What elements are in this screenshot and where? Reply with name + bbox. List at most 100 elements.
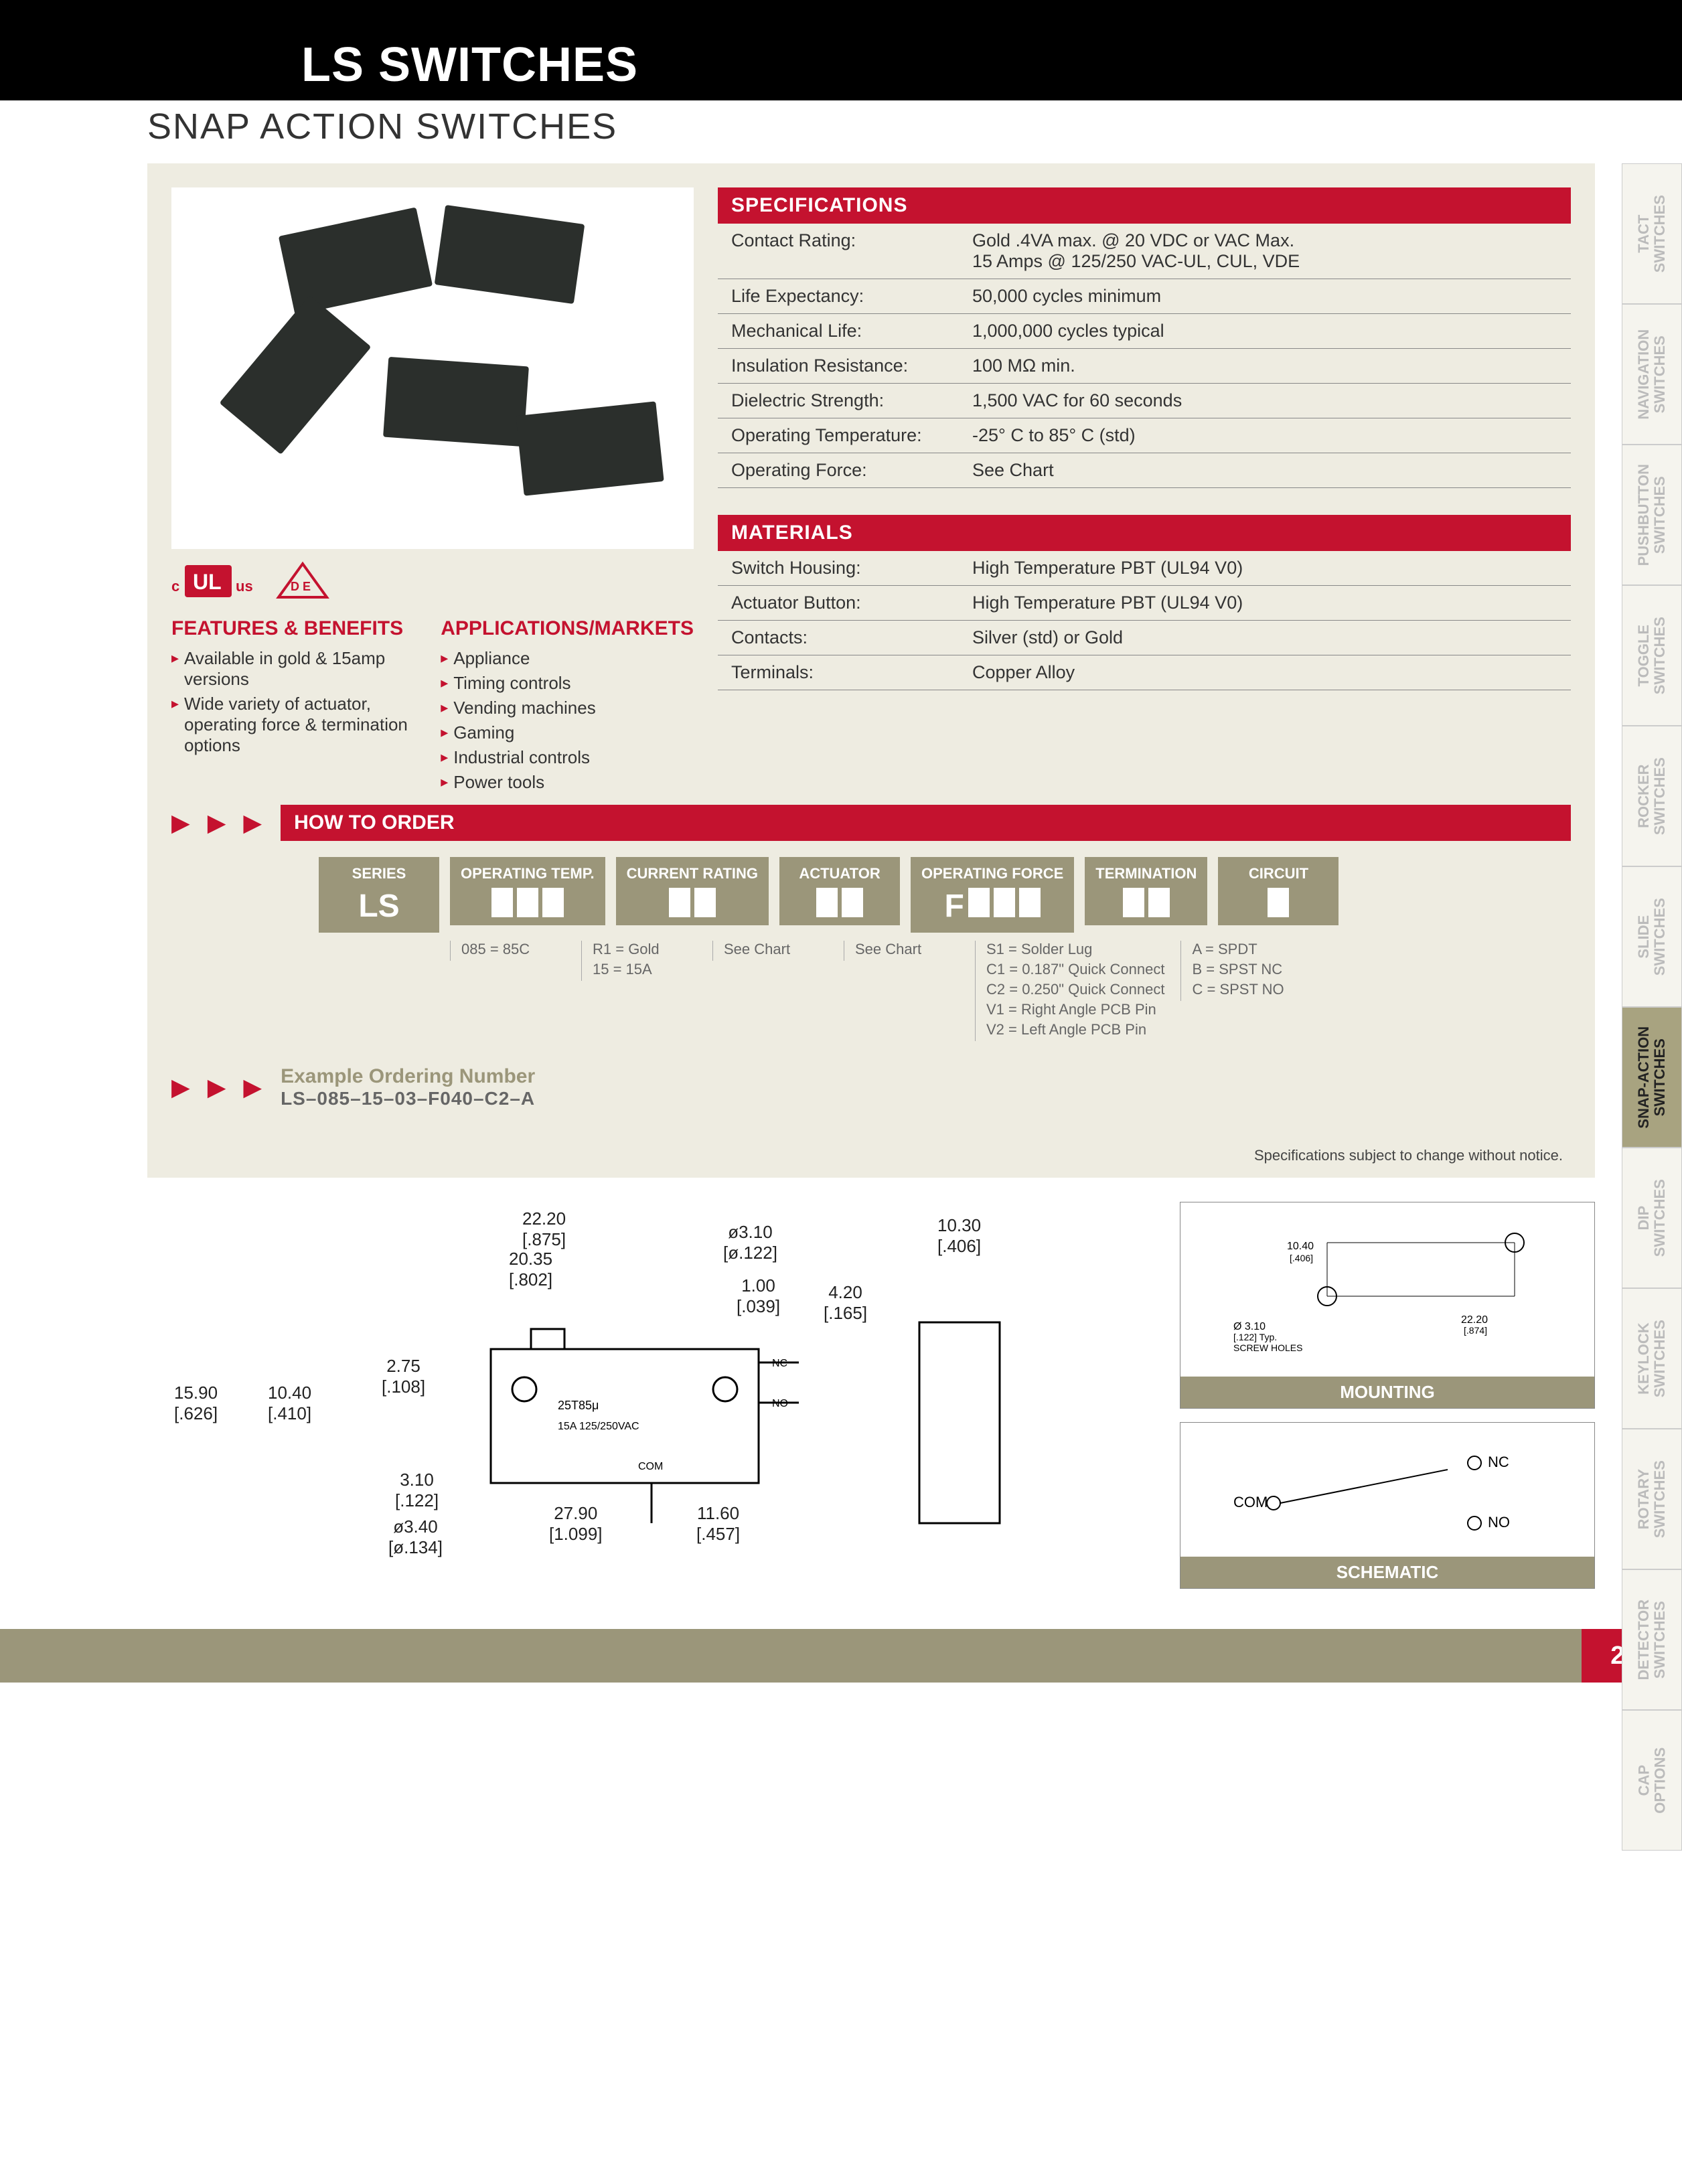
disclaimer: Specifications subject to change without… xyxy=(147,1134,1595,1178)
svg-text:15A 125/250VAC: 15A 125/250VAC xyxy=(558,1421,639,1432)
application-item: Appliance xyxy=(441,648,694,669)
hto-title-bar: ▶ ▶ ▶ HOW TO ORDER xyxy=(171,805,1571,841)
right-column: SPECIFICATIONS Contact Rating:Gold .4VA … xyxy=(718,187,1571,797)
side-tab[interactable]: PUSHBUTTONSWITCHES xyxy=(1622,445,1682,585)
footer-left xyxy=(0,1629,1582,1683)
mounting-svg: 10.40 [.406] Ø 3.10 [.122] Typ. SCREW HO… xyxy=(1193,1209,1582,1370)
application-item: Industrial controls xyxy=(441,747,694,768)
subtitle-row: SNAP ACTION SWITCHES xyxy=(0,106,1682,147)
example-label: Example Ordering Number xyxy=(281,1065,535,1088)
order-legend: R1 = Gold15 = 15A xyxy=(581,941,702,981)
ul-icon: c UL us xyxy=(171,561,265,601)
applications-list: ApplianceTiming controlsVending machines… xyxy=(441,648,694,793)
spec-row: Contacts:Silver (std) or Gold xyxy=(718,621,1571,655)
application-item: Gaming xyxy=(441,722,694,743)
spec-row: Operating Temperature:-25° C to 85° C (s… xyxy=(718,418,1571,453)
side-tab[interactable]: SLIDESWITCHES xyxy=(1622,866,1682,1007)
spec-row: Life Expectancy:50,000 cycles minimum xyxy=(718,279,1571,314)
svg-text:c: c xyxy=(171,578,179,595)
order-box: CURRENT RATING xyxy=(616,857,769,925)
order-box: OPERATING TEMP. xyxy=(450,857,605,925)
spec-row: Dielectric Strength:1,500 VAC for 60 sec… xyxy=(718,384,1571,418)
schematic-svg: COM NC NO xyxy=(1193,1429,1582,1550)
side-tab[interactable]: KEYLOCKSWITCHES xyxy=(1622,1288,1682,1429)
mounting-label: MOUNTING xyxy=(1180,1377,1594,1408)
spec-row: Terminals:Copper Alloy xyxy=(718,655,1571,690)
schematic-diagram: COM NC NO SCHEMATIC xyxy=(1180,1422,1595,1589)
side-diagrams: 10.40 [.406] Ø 3.10 [.122] Typ. SCREW HO… xyxy=(1180,1202,1595,1589)
spec-row: Operating Force:See Chart xyxy=(718,453,1571,488)
order-legend: See Chart xyxy=(712,941,833,961)
features-applications-row: FEATURES & BENEFITS Available in gold & … xyxy=(171,617,694,797)
side-tab[interactable]: NAVIGATIONSWITCHES xyxy=(1622,304,1682,445)
svg-text:Ø 3.10: Ø 3.10 xyxy=(1233,1321,1266,1332)
diagrams-row: 25T85μ NC NO 15A 125/250VAC COM 22.20[.8… xyxy=(147,1202,1595,1589)
order-legend: A = SPDTB = SPST NCC = SPST NO xyxy=(1180,941,1301,1001)
side-tab[interactable]: CAPOPTIONS xyxy=(1622,1710,1682,1851)
how-to-order: ▶ ▶ ▶ HOW TO ORDER SERIESLSOPERATING TEM… xyxy=(147,805,1595,1134)
materials-table: Switch Housing:High Temperature PBT (UL9… xyxy=(718,551,1571,690)
svg-text:25T85μ: 25T85μ xyxy=(558,1399,599,1412)
left-column: cULus D E FEATURES & BENEFITS Available … xyxy=(171,187,694,797)
svg-text:NO: NO xyxy=(772,1398,788,1409)
svg-text:22.20: 22.20 xyxy=(1461,1314,1488,1326)
svg-text:COM: COM xyxy=(1233,1494,1268,1510)
hto-header: HOW TO ORDER xyxy=(281,805,1571,841)
product-image xyxy=(171,187,694,549)
feature-item: Wide variety of actuator, operating forc… xyxy=(171,694,416,756)
side-tab[interactable]: ROCKERSWITCHES xyxy=(1622,726,1682,866)
applications-title: APPLICATIONS/MARKETS xyxy=(441,617,694,640)
order-box: OPERATING FORCEF xyxy=(911,857,1074,933)
side-tab[interactable]: ROTARYSWITCHES xyxy=(1622,1429,1682,1569)
svg-text:[.122] Typ.: [.122] Typ. xyxy=(1233,1332,1277,1342)
order-legends: 085 = 85CR1 = Gold15 = 15ASee ChartSee C… xyxy=(319,941,1571,1041)
svg-text:10.40: 10.40 xyxy=(1287,1241,1314,1252)
page-title: LS SWITCHES xyxy=(301,37,638,92)
cert-row: cULus D E xyxy=(171,561,694,601)
svg-text:UL: UL xyxy=(193,570,222,594)
svg-text:NC: NC xyxy=(1488,1454,1509,1470)
spec-row: Contact Rating:Gold .4VA max. @ 20 VDC o… xyxy=(718,224,1571,279)
order-box: ACTUATOR xyxy=(779,857,900,925)
features-list: Available in gold & 15amp versionsWide v… xyxy=(171,648,416,756)
spec-row: Mechanical Life:1,000,000 cycles typical xyxy=(718,314,1571,349)
svg-text:[.874]: [.874] xyxy=(1464,1325,1487,1336)
svg-text:COM: COM xyxy=(638,1461,663,1472)
arrow-icon: ▶ ▶ ▶ xyxy=(171,809,267,837)
order-box: TERMINATION xyxy=(1085,857,1207,925)
schematic-label: SCHEMATIC xyxy=(1180,1557,1594,1588)
feature-item: Available in gold & 15amp versions xyxy=(171,648,416,690)
side-tabs: TACTSWITCHESNAVIGATIONSWITCHESPUSHBUTTON… xyxy=(1622,163,1682,1851)
mounting-diagram: 10.40 [.406] Ø 3.10 [.122] Typ. SCREW HO… xyxy=(1180,1202,1595,1409)
order-legend: S1 = Solder LugC1 = 0.187" Quick Connect… xyxy=(975,941,1170,1041)
arrow-icon: ▶ ▶ ▶ xyxy=(171,1073,267,1101)
main-diagram: 25T85μ NC NO 15A 125/250VAC COM 22.20[.8… xyxy=(147,1202,1156,1577)
svg-text:SCREW HOLES: SCREW HOLES xyxy=(1233,1342,1302,1353)
content-inner: cULus D E FEATURES & BENEFITS Available … xyxy=(147,163,1595,805)
spec-row: Insulation Resistance:100 MΩ min. xyxy=(718,349,1571,384)
side-tab[interactable]: TACTSWITCHES xyxy=(1622,163,1682,304)
application-item: Power tools xyxy=(441,772,694,793)
page-subtitle: SNAP ACTION SWITCHES xyxy=(147,106,1682,147)
application-item: Vending machines xyxy=(441,698,694,718)
side-tab[interactable]: DETECTORSWITCHES xyxy=(1622,1569,1682,1710)
footer-bar: 201 xyxy=(0,1629,1682,1683)
order-legend: See Chart xyxy=(844,941,964,961)
spec-header: SPECIFICATIONS xyxy=(718,187,1571,224)
spec-row: Switch Housing:High Temperature PBT (UL9… xyxy=(718,551,1571,586)
example-value: LS–085–15–03–F040–C2–A xyxy=(281,1088,535,1109)
svg-text:[.406]: [.406] xyxy=(1290,1253,1313,1263)
spec-row: Actuator Button:High Temperature PBT (UL… xyxy=(718,586,1571,621)
materials-header: MATERIALS xyxy=(718,515,1571,551)
materials-section: MATERIALS Switch Housing:High Temperatur… xyxy=(718,515,1571,690)
features-col: FEATURES & BENEFITS Available in gold & … xyxy=(171,617,416,797)
side-tab[interactable]: DIPSWITCHES xyxy=(1622,1148,1682,1288)
example-row: ▶ ▶ ▶ Example Ordering Number LS–085–15–… xyxy=(171,1065,1571,1109)
svg-text:us: us xyxy=(236,578,253,595)
order-box: SERIESLS xyxy=(319,857,439,933)
page-body: TACTSWITCHESNAVIGATIONSWITCHESPUSHBUTTON… xyxy=(0,163,1682,1589)
side-tab[interactable]: TOGGLESWITCHES xyxy=(1622,585,1682,726)
order-box: CIRCUIT xyxy=(1218,857,1339,925)
side-tab[interactable]: SNAP-ACTIONSWITCHES xyxy=(1622,1007,1682,1148)
content-panel: cULus D E FEATURES & BENEFITS Available … xyxy=(147,163,1595,1178)
